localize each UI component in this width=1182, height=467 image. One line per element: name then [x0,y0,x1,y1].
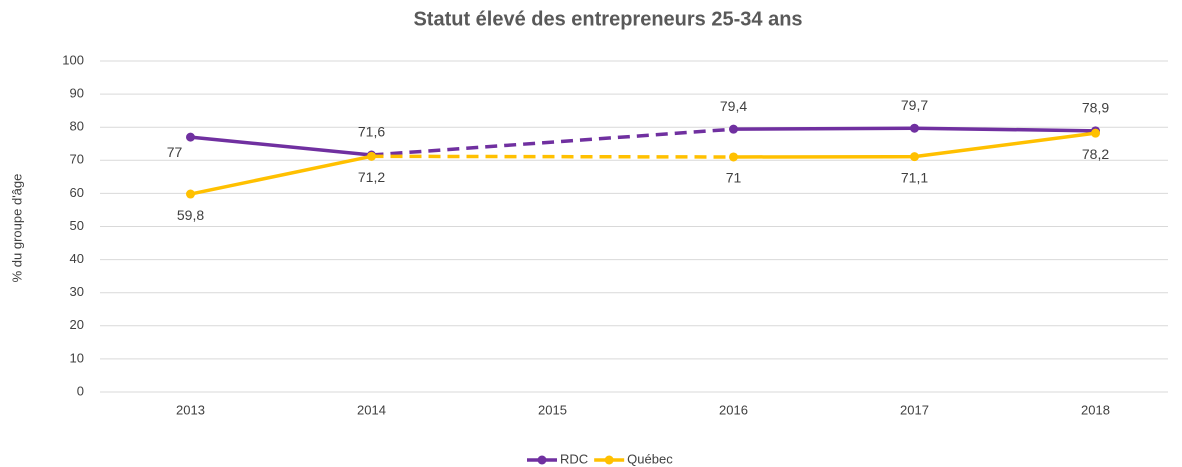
y-tick-label: 20 [70,317,84,332]
x-tick-label: 2014 [357,402,386,417]
y-axis-label: % du groupe d'âge [9,174,24,283]
gap-connector [371,154,734,159]
data-label: 79,4 [720,98,747,114]
x-tick-label: 2015 [538,402,567,417]
series-line [190,135,372,157]
data-label: 71 [726,170,742,186]
data-label: 78,2 [1082,146,1109,162]
legend-marker [537,455,547,465]
x-tick-label: 2016 [719,402,748,417]
point [367,151,376,161]
y-tick-label: 100 [62,52,84,67]
chart-title: Statut élevé des entrepreneurs 25-34 ans [413,8,802,30]
y-tick-label: 10 [70,350,84,365]
gap-connector [371,127,734,157]
data-label: 71,6 [358,124,385,140]
legend-label: Québec [627,451,673,466]
y-tick-label: 40 [70,251,84,266]
x-tick-label: 2017 [900,402,929,417]
point [729,124,738,134]
y-tick-label: 60 [70,185,84,200]
point [186,132,195,142]
x-tick-label: 2013 [176,402,205,417]
y-tick-label: 90 [70,86,84,101]
point [1091,128,1100,138]
point [910,152,919,162]
y-tick-label: 30 [70,284,84,299]
data-label: 71,2 [358,169,385,185]
x-tick-label: 2018 [1081,402,1110,417]
point [910,123,919,133]
data-label: 79,7 [901,97,928,113]
y-tick-label: 50 [70,218,84,233]
y-tick-label: 0 [77,383,84,398]
point [729,152,738,162]
y-tick-label: 70 [70,152,84,167]
legend-label: RDC [560,451,588,466]
data-label: 71,1 [901,169,928,185]
point [186,189,195,199]
data-label: 77 [167,144,183,160]
data-label: 59,8 [177,207,204,223]
series-line [190,154,372,196]
legend-marker [604,455,614,465]
y-tick-label: 80 [70,119,84,134]
data-label: 78,9 [1082,100,1109,116]
